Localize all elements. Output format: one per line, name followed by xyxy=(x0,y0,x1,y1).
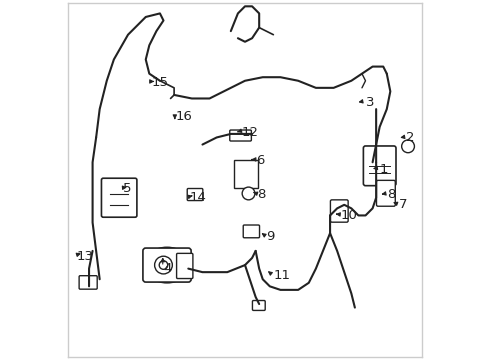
Text: 8: 8 xyxy=(387,188,395,201)
Text: 12: 12 xyxy=(242,126,258,139)
FancyBboxPatch shape xyxy=(243,225,260,238)
FancyBboxPatch shape xyxy=(230,130,251,141)
Text: 14: 14 xyxy=(190,191,207,204)
FancyBboxPatch shape xyxy=(79,276,97,289)
Text: 15: 15 xyxy=(151,76,168,89)
FancyBboxPatch shape xyxy=(376,180,395,206)
Text: 9: 9 xyxy=(266,230,274,243)
FancyBboxPatch shape xyxy=(234,160,258,188)
Circle shape xyxy=(155,256,172,274)
Circle shape xyxy=(402,140,415,153)
Circle shape xyxy=(159,261,168,269)
Circle shape xyxy=(242,187,255,200)
FancyBboxPatch shape xyxy=(176,253,193,279)
Text: 4: 4 xyxy=(164,262,172,275)
Text: 3: 3 xyxy=(366,95,374,108)
FancyBboxPatch shape xyxy=(364,146,396,186)
Text: 11: 11 xyxy=(273,269,291,282)
Text: 2: 2 xyxy=(406,131,415,144)
Text: 16: 16 xyxy=(176,110,193,123)
Text: 10: 10 xyxy=(341,209,358,222)
Text: 13: 13 xyxy=(76,250,94,263)
FancyBboxPatch shape xyxy=(252,301,265,310)
Text: 5: 5 xyxy=(122,183,131,195)
FancyBboxPatch shape xyxy=(330,200,348,222)
Text: 6: 6 xyxy=(256,154,264,167)
Text: 7: 7 xyxy=(399,198,408,211)
Text: 1: 1 xyxy=(380,163,388,176)
Ellipse shape xyxy=(144,247,190,283)
FancyBboxPatch shape xyxy=(101,178,137,217)
FancyBboxPatch shape xyxy=(187,189,203,201)
Text: 8: 8 xyxy=(257,188,266,201)
FancyBboxPatch shape xyxy=(143,248,191,282)
